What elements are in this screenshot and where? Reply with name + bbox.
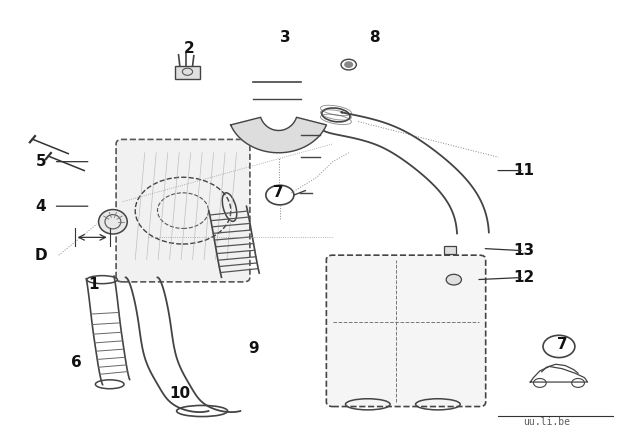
- Text: uu.li.be: uu.li.be: [523, 417, 570, 427]
- Text: 9: 9: [248, 341, 259, 356]
- Text: 8: 8: [369, 30, 380, 44]
- Text: 7: 7: [273, 185, 284, 200]
- Polygon shape: [230, 117, 326, 153]
- Text: 11: 11: [513, 163, 534, 178]
- Text: 13: 13: [513, 243, 534, 258]
- Circle shape: [345, 62, 353, 67]
- Bar: [444, 246, 456, 254]
- Bar: [175, 66, 200, 79]
- Circle shape: [446, 274, 461, 285]
- FancyBboxPatch shape: [326, 255, 486, 406]
- FancyBboxPatch shape: [116, 139, 250, 282]
- Text: 3: 3: [280, 30, 291, 44]
- Text: 6: 6: [71, 355, 82, 370]
- Text: 5: 5: [36, 154, 46, 169]
- Text: 1: 1: [88, 276, 99, 292]
- Text: 10: 10: [169, 386, 190, 401]
- Text: D: D: [35, 248, 47, 263]
- Text: 4: 4: [36, 199, 46, 214]
- Text: 7: 7: [557, 337, 568, 352]
- Text: 2: 2: [184, 41, 195, 56]
- Ellipse shape: [99, 210, 127, 234]
- Text: 12: 12: [513, 270, 534, 285]
